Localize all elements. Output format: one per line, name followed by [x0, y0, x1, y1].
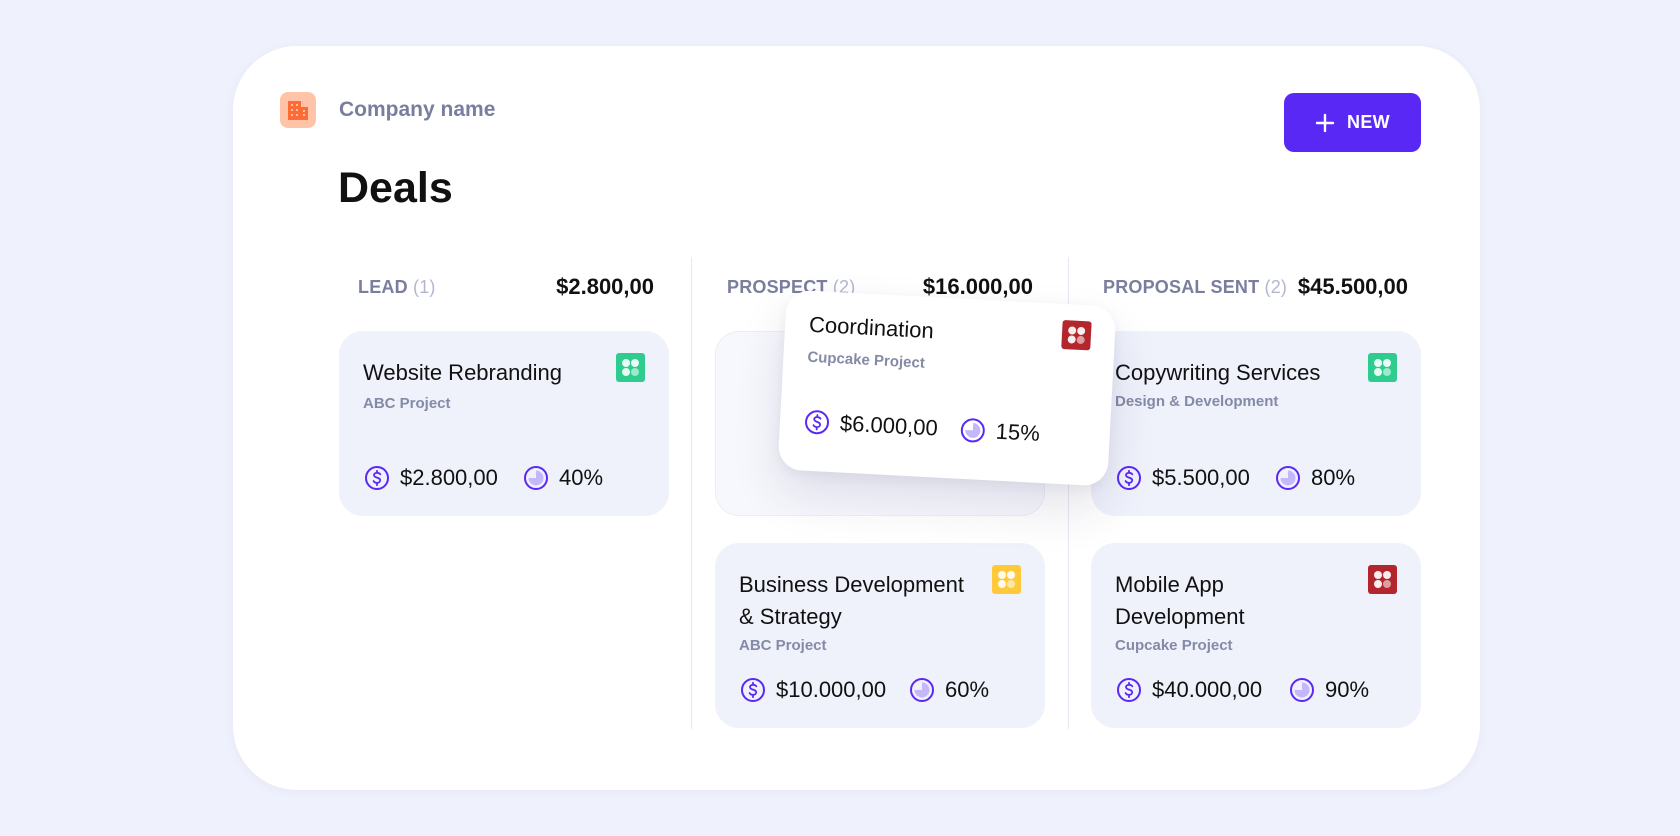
- deal-value: $10.000,00: [740, 677, 886, 703]
- deal-project: ABC Project: [739, 637, 827, 654]
- column-count: (1): [413, 277, 436, 297]
- plus-icon: [1315, 113, 1335, 132]
- deal-card[interactable]: Business Development & Strategy ABC Proj…: [715, 543, 1045, 728]
- deal-value-text: $40.000,00: [1152, 677, 1263, 702]
- deal-value-text: $6.000,00: [839, 410, 939, 441]
- deal-probability: 90%: [1289, 677, 1369, 703]
- dollar-icon: [805, 410, 830, 435]
- deal-probability: 15%: [959, 417, 1040, 447]
- column-total: $2.800,00: [556, 274, 654, 299]
- column-header-lead: LEAD (1): [358, 277, 436, 298]
- red-blocks-icon: [1368, 565, 1397, 594]
- deal-title: Website Rebranding: [363, 360, 562, 385]
- deal-probability: 60%: [909, 677, 989, 703]
- deal-probability-text: 60%: [945, 677, 990, 702]
- new-deal-button[interactable]: NEW: [1284, 93, 1421, 152]
- deal-probability-text: 80%: [1311, 465, 1356, 490]
- dollar-icon: [1117, 466, 1141, 490]
- column-total: $16.000,00: [922, 274, 1033, 299]
- pie-chart-icon: [1276, 466, 1300, 490]
- column-name: PROPOSAL SENT: [1103, 277, 1260, 297]
- deal-value: $40.000,00: [1116, 677, 1262, 703]
- column-count: (2): [1264, 277, 1288, 297]
- dollar-icon: [741, 678, 765, 702]
- deal-project: Cupcake Project: [1115, 637, 1233, 654]
- column-header-proposal-sent: PROPOSAL SENT (2): [1103, 277, 1287, 298]
- deal-value: $5.500,00: [1116, 465, 1250, 491]
- deal-project: Cupcake Project: [806, 348, 926, 372]
- deal-probability-text: 40%: [559, 465, 604, 490]
- deal-probability: 40%: [523, 465, 603, 491]
- green-blocks-icon: [616, 353, 645, 382]
- deal-probability: 80%: [1275, 465, 1355, 491]
- deal-value-text: $10.000,00: [776, 677, 887, 702]
- deal-title: Copywriting Services: [1115, 360, 1321, 385]
- page-title: Deals: [338, 164, 453, 212]
- deal-card[interactable]: Mobile App Development Cupcake Project $…: [1091, 543, 1421, 728]
- column-name: LEAD: [358, 277, 408, 297]
- deal-value: $2.800,00: [364, 465, 498, 491]
- yellow-blocks-icon: [992, 565, 1021, 594]
- pie-chart-icon: [910, 678, 934, 702]
- deal-value-text: $5.500,00: [1152, 465, 1250, 490]
- pie-chart-icon: [524, 466, 548, 490]
- red-blocks-icon: [1061, 319, 1092, 351]
- deal-card[interactable]: Copywriting Services Design & Developmen…: [1091, 331, 1421, 516]
- building-icon: [288, 101, 308, 120]
- dollar-icon: [1117, 678, 1141, 702]
- column-total: $45.500,00: [1297, 274, 1408, 299]
- dragged-deal-card[interactable]: Coordination Cupcake Project $6.000,00 1…: [777, 289, 1117, 487]
- deal-project: Design & Development: [1115, 393, 1279, 410]
- deal-probability-text: 15%: [995, 418, 1041, 446]
- deal-value-text: $2.800,00: [400, 465, 498, 490]
- deal-title: Business Development & Strategy: [739, 572, 965, 629]
- dollar-icon: [365, 466, 389, 490]
- deal-title: Coordination: [808, 311, 935, 344]
- deal-card[interactable]: Website Rebranding ABC Project $2.800,00…: [339, 331, 669, 516]
- pie-chart-icon: [960, 418, 985, 443]
- column-divider: [1068, 257, 1069, 729]
- green-blocks-icon: [1368, 353, 1397, 382]
- pie-chart-icon: [1290, 678, 1314, 702]
- new-button-label: NEW: [1347, 112, 1390, 132]
- deal-value: $6.000,00: [803, 409, 938, 442]
- deal-project: ABC Project: [363, 395, 451, 412]
- deal-probability-text: 90%: [1325, 677, 1370, 702]
- deal-title: Mobile App Development: [1115, 572, 1245, 629]
- company-name: Company name: [339, 98, 496, 121]
- company-logo: [280, 92, 316, 128]
- column-divider: [691, 257, 692, 729]
